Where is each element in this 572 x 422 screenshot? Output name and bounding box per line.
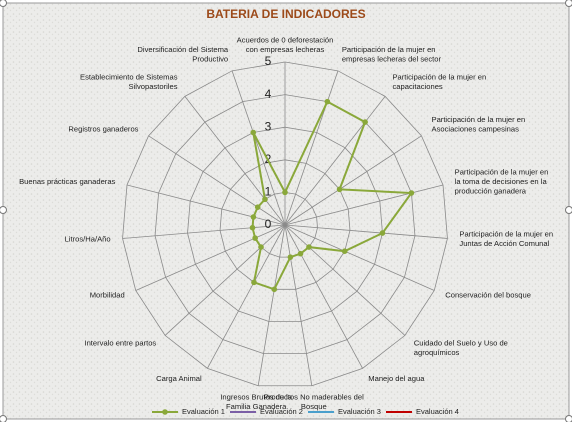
r-tick-label: 1 xyxy=(265,185,272,199)
spoke xyxy=(284,224,363,369)
data-point xyxy=(324,98,331,105)
category-label: Diversificación del Sistema Productivo xyxy=(137,45,229,64)
category-label: Cuidado del Suelo y Uso de agroquímicos xyxy=(414,339,508,358)
grid-line xyxy=(219,159,351,290)
spoke xyxy=(135,224,286,291)
category-label: Manejo del agua xyxy=(368,374,425,383)
spoke xyxy=(184,96,286,226)
category-label: Participación de la mujer en empresas lec… xyxy=(342,45,442,64)
spoke xyxy=(207,224,286,369)
spoke xyxy=(257,224,286,386)
data-point xyxy=(252,235,258,241)
grid-line xyxy=(187,126,383,322)
r-tick-label: 0 xyxy=(265,217,272,231)
data-point xyxy=(282,189,288,196)
spoke xyxy=(284,135,422,226)
category-label: Litros/Ha/Año xyxy=(65,234,111,243)
data-point xyxy=(251,279,257,286)
data-point xyxy=(258,244,264,250)
legend-label: Evaluación 3 xyxy=(338,407,381,416)
data-point xyxy=(254,204,261,210)
data-point xyxy=(271,286,278,293)
category-label: Productos No maderables del Bosque xyxy=(264,393,364,412)
spoke xyxy=(284,96,386,226)
data-point xyxy=(336,186,343,193)
spoke xyxy=(284,70,339,226)
spoke xyxy=(284,184,444,226)
grid-line xyxy=(122,61,448,387)
data-point xyxy=(249,224,256,231)
legend-label: Evaluación 4 xyxy=(416,407,459,416)
data-point xyxy=(379,230,386,236)
spoke xyxy=(122,224,286,239)
r-tick-label: 5 xyxy=(265,54,272,68)
spoke xyxy=(284,224,313,386)
r-tick-label: 4 xyxy=(265,87,272,101)
data-point xyxy=(250,129,257,136)
r-tick-label: 3 xyxy=(265,119,272,133)
spoke xyxy=(148,135,286,226)
data-point xyxy=(362,119,368,125)
data-point xyxy=(287,254,294,260)
data-point xyxy=(306,244,312,250)
category-label: Carga Animal xyxy=(156,374,202,383)
spoke xyxy=(164,224,286,336)
data-point xyxy=(341,248,348,254)
spoke xyxy=(284,224,448,239)
data-point xyxy=(297,250,304,257)
category-label: Morbilidad xyxy=(90,290,125,299)
legend-label: Evaluación 2 xyxy=(260,407,303,416)
category-label: Acuerdos de 0 deforestación con empresas … xyxy=(237,36,334,55)
spoke xyxy=(231,70,286,226)
data-point xyxy=(262,196,268,203)
legend-marker xyxy=(162,409,168,415)
legend-label: Evaluación 1 xyxy=(182,407,225,416)
spoke xyxy=(284,224,406,336)
chart-title: BATERIA DE INDICADORES xyxy=(206,7,365,21)
data-point xyxy=(250,214,257,220)
category-label: Participación de la mujer en Asociaciones… xyxy=(432,115,526,134)
category-label: Participación de la mujer en capacitacion… xyxy=(392,72,486,91)
category-label: Buenas prácticas ganaderas xyxy=(19,177,115,186)
category-label: Ingresos Brutos de la Familia Ganadera xyxy=(220,393,293,412)
spoke xyxy=(284,224,435,291)
data-point xyxy=(408,190,415,196)
category-label: Establecimiento de Sistemas Silvopastoril… xyxy=(80,72,178,91)
category-label: Intervalo entre partos xyxy=(84,339,156,348)
category-label: Conservación del bosque xyxy=(445,290,531,299)
category-label: Registros ganaderos xyxy=(68,124,138,133)
spoke xyxy=(126,184,286,226)
category-label: Participación de la mujer en la toma de d… xyxy=(455,168,549,196)
grid-line xyxy=(154,94,416,355)
category-label: Participación de la mujer en Juntas de Ac… xyxy=(459,230,553,249)
